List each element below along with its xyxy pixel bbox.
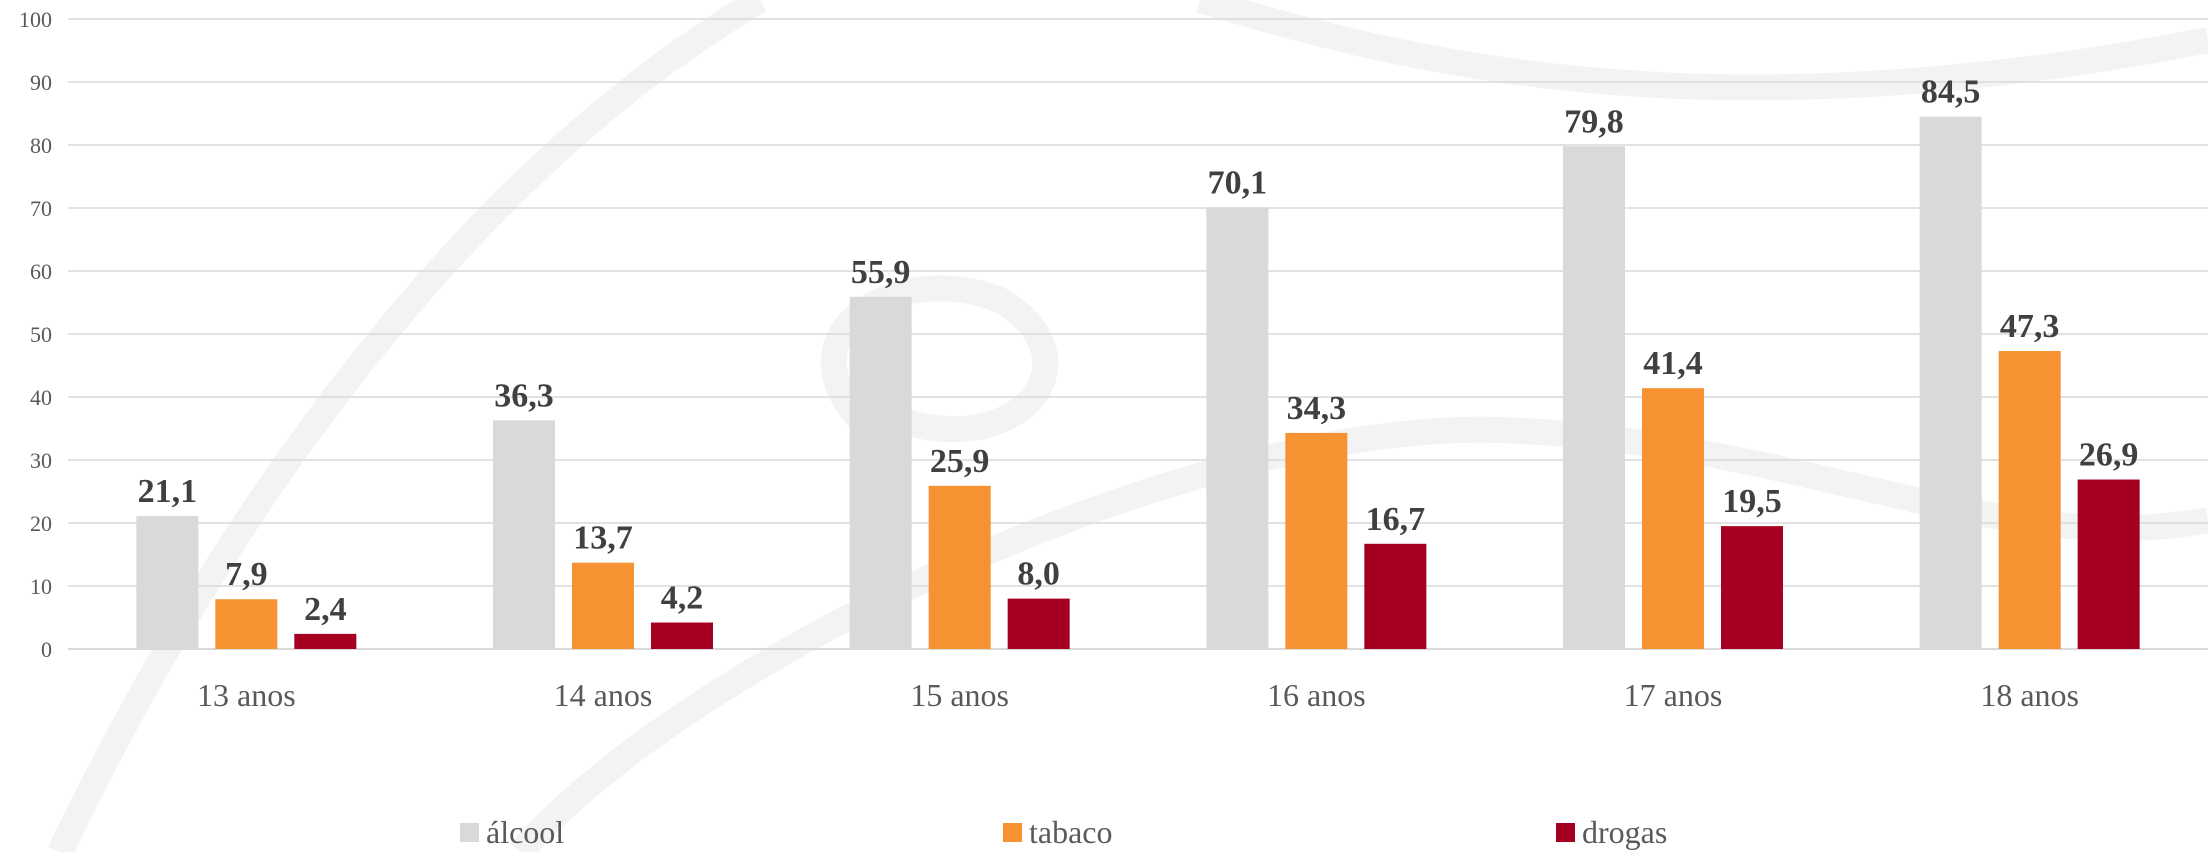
bar-álcool-15-anos bbox=[849, 296, 912, 649]
y-tick-label: 60 bbox=[30, 259, 52, 284]
bar-tabaco-18-anos bbox=[1998, 351, 2061, 649]
x-tick-label: 18 anos bbox=[1980, 677, 2079, 713]
data-label: 8,0 bbox=[1017, 556, 1060, 593]
bar-tabaco-17-anos bbox=[1642, 388, 1704, 649]
y-tick-label: 50 bbox=[30, 322, 52, 347]
y-tick-label: 30 bbox=[30, 448, 52, 473]
data-label: 4,2 bbox=[661, 580, 704, 617]
bar-tabaco-16-anos bbox=[1285, 432, 1348, 649]
data-label: 26,9 bbox=[2079, 437, 2139, 474]
bar-álcool-18-anos bbox=[1919, 116, 1982, 649]
data-label: 55,9 bbox=[851, 254, 911, 291]
bar-tabaco-15-anos bbox=[928, 485, 991, 649]
bar-drogas-15-anos bbox=[1007, 598, 1070, 649]
legend-label-drogas: drogas bbox=[1582, 814, 1667, 850]
data-label: 47,3 bbox=[2000, 308, 2060, 345]
data-label: 19,5 bbox=[1722, 483, 1782, 520]
data-label: 36,3 bbox=[494, 377, 554, 414]
bar-drogas-17-anos bbox=[1721, 526, 1783, 649]
y-tick-label: 100 bbox=[19, 7, 52, 32]
data-label: 41,4 bbox=[1643, 345, 1703, 382]
data-label: 70,1 bbox=[1208, 164, 1268, 201]
legend-label-álcool: álcool bbox=[486, 814, 564, 850]
bar-álcool-17-anos bbox=[1563, 146, 1625, 649]
data-label: 16,7 bbox=[1366, 501, 1426, 538]
y-axis-ticks: 0 10 20 30 40 50 60 70 80 90 100 bbox=[19, 7, 52, 662]
data-label: 79,8 bbox=[1564, 103, 1624, 140]
y-tick-label: 0 bbox=[41, 637, 52, 662]
background-watermark bbox=[48, 0, 2208, 852]
data-label: 2,4 bbox=[304, 591, 347, 628]
data-labels: 21,1 7,9 2,4 36,3 13,7 4,2 55,9 25,9 8,0 70,1 34,3… bbox=[138, 74, 2139, 628]
gridlines bbox=[68, 18, 2208, 650]
legend-swatch-tabaco bbox=[1003, 823, 1022, 842]
bar-drogas-13-anos bbox=[294, 633, 357, 649]
legend-swatch-drogas bbox=[1556, 823, 1575, 842]
x-tick-label: 17 anos bbox=[1624, 677, 1723, 713]
x-tick-label: 13 anos bbox=[197, 677, 296, 713]
bar-álcool-13-anos bbox=[136, 516, 199, 649]
bar-drogas-16-anos bbox=[1364, 543, 1427, 649]
legend: álcool tabaco drogas bbox=[460, 814, 1667, 850]
legend-swatch-álcool bbox=[460, 823, 479, 842]
legend-label-tabaco: tabaco bbox=[1029, 814, 1113, 850]
y-tick-label: 20 bbox=[30, 511, 52, 536]
bar-drogas-14-anos bbox=[651, 622, 713, 649]
y-tick-label: 40 bbox=[30, 385, 52, 410]
bars bbox=[136, 116, 2140, 649]
bar-tabaco-13-anos bbox=[215, 599, 278, 649]
x-tick-label: 14 anos bbox=[554, 677, 653, 713]
data-label: 84,5 bbox=[1921, 74, 1981, 111]
data-label: 13,7 bbox=[573, 520, 633, 557]
data-label: 34,3 bbox=[1287, 390, 1347, 427]
data-label: 7,9 bbox=[225, 556, 268, 593]
bar-tabaco-14-anos bbox=[572, 562, 634, 649]
x-axis-ticks: 13 anos 14 anos 15 anos 16 anos 17 anos 18 an… bbox=[197, 677, 2079, 713]
x-tick-label: 16 anos bbox=[1267, 677, 1366, 713]
y-tick-label: 70 bbox=[30, 196, 52, 221]
bar-álcool-14-anos bbox=[493, 420, 555, 649]
bar-álcool-16-anos bbox=[1206, 207, 1269, 649]
bar-drogas-18-anos bbox=[2077, 479, 2140, 649]
y-tick-label: 80 bbox=[30, 133, 52, 158]
x-tick-label: 15 anos bbox=[910, 677, 1009, 713]
y-tick-label: 90 bbox=[30, 70, 52, 95]
data-label: 21,1 bbox=[138, 473, 198, 510]
data-label: 25,9 bbox=[930, 443, 990, 480]
y-tick-label: 10 bbox=[30, 574, 52, 599]
